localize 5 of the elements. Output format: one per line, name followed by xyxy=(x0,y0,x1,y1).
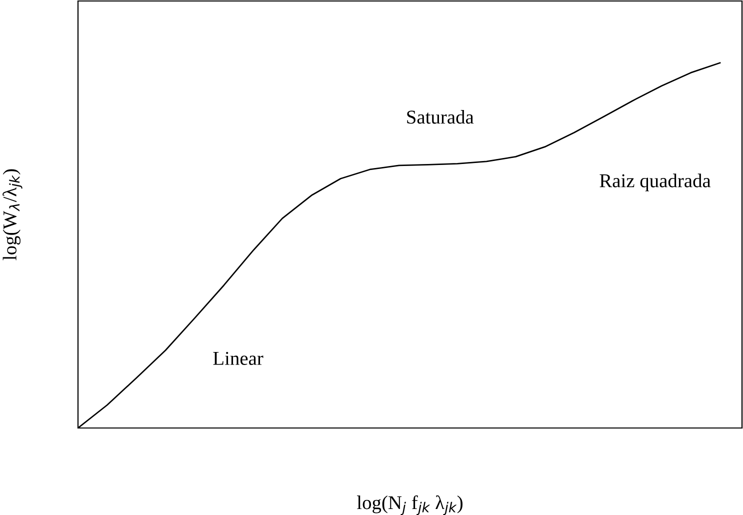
x-axis-title: log(N$_{j}$ f$_{jk}$ λ$_{jk}$) xyxy=(357,495,462,515)
y-axis-title: log(W$_{λ}$/λ$_{jk}$) xyxy=(2,169,22,260)
annotation: Raiz quadrada xyxy=(600,174,711,192)
annotation: Linear xyxy=(213,352,264,365)
annotation: Saturada xyxy=(407,110,474,124)
